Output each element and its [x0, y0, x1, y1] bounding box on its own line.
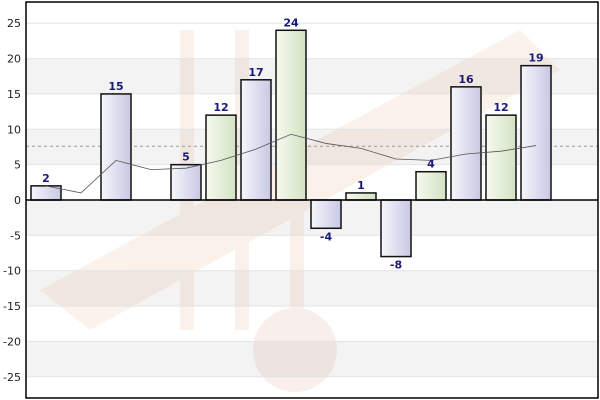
data-label: 12	[493, 101, 508, 114]
data-label: 1	[357, 179, 365, 192]
grid-band	[26, 341, 598, 377]
data-labels: 2 15 5 12 17 24 -4 1 -8 4 16 12 19	[42, 16, 543, 271]
y-tick-label: -5	[10, 229, 21, 242]
y-tick-label: 5	[14, 159, 21, 172]
data-label: 17	[248, 66, 263, 79]
data-label: 5	[182, 151, 190, 164]
y-tick-label: -20	[3, 335, 21, 348]
y-tick-label: -10	[3, 265, 21, 278]
y-tick-label: -25	[3, 371, 21, 384]
bar	[240, 79, 272, 201]
bar	[170, 163, 202, 201]
y-tick-label: 25	[7, 17, 21, 30]
y-tick-label: 15	[7, 88, 21, 101]
bar	[450, 86, 482, 201]
y-tick-label: 20	[7, 53, 21, 66]
bar	[415, 170, 447, 201]
data-label: 4	[427, 158, 435, 171]
bar	[345, 192, 377, 201]
bar	[310, 199, 342, 230]
bar	[380, 199, 412, 258]
data-label: 24	[283, 16, 299, 29]
y-tick-label: 0	[14, 194, 21, 207]
data-label: -4	[320, 230, 333, 243]
bar	[100, 93, 132, 201]
data-label: -8	[390, 259, 402, 272]
plot-border	[25, 1, 599, 399]
trend-line	[45, 133, 537, 194]
data-label: 2	[42, 172, 50, 185]
bar	[485, 114, 517, 201]
bar	[205, 114, 237, 201]
data-label: 16	[458, 73, 474, 86]
bar	[520, 64, 552, 201]
data-label: 19	[528, 52, 543, 65]
bars	[30, 29, 552, 258]
y-tick-label: -15	[3, 300, 21, 313]
data-label: 12	[213, 101, 228, 114]
grid-band	[26, 58, 598, 94]
grid-band	[26, 270, 598, 307]
bar	[275, 29, 307, 201]
data-label: 15	[108, 80, 123, 93]
y-tick-label: 10	[7, 123, 21, 136]
